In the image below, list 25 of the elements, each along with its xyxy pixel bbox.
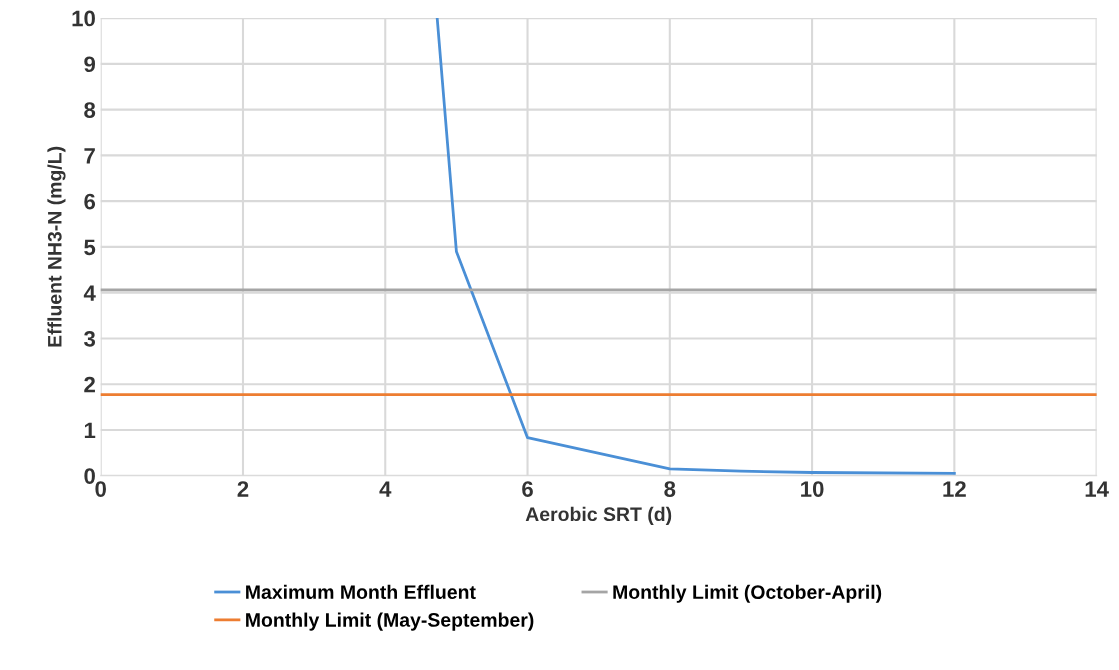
y-tick-label: 5 [84,239,96,256]
line-series [435,18,956,475]
y-tick-label: 8 [84,102,96,118]
y-tick-label: 1 [84,422,96,438]
x-tick-label: 14 [1085,481,1109,497]
x-axis-title: Aerobic SRT (d) [525,506,672,525]
x-tick-label: 0 [95,481,106,497]
y-tick-label: 10 [72,10,95,27]
legend-label: Monthly Limit (May-September) [246,612,534,631]
y-tick-label: 0 [84,468,95,484]
x-tick-label: 4 [379,481,392,497]
x-tick-label: 10 [801,481,824,497]
y-axis-title: Effluent NH3-N (mg/L) [47,146,66,347]
y-tick-label: 6 [84,193,96,210]
x-tick-label: 12 [943,481,966,497]
y-tick-label: 9 [84,56,96,73]
y-tick-label: 2 [84,376,95,393]
legend-label: Monthly Limit (October-April) [613,584,882,603]
y-tick-label: 7 [84,148,95,164]
legend-label: Maximum Month Effluent [246,584,476,599]
y-tick-label: 3 [84,330,96,347]
x-tick-label: 6 [522,481,533,497]
x-tick-label: 2 [237,481,249,497]
x-tick-label: 8 [664,481,676,497]
y-tick-label: 4 [83,285,96,301]
